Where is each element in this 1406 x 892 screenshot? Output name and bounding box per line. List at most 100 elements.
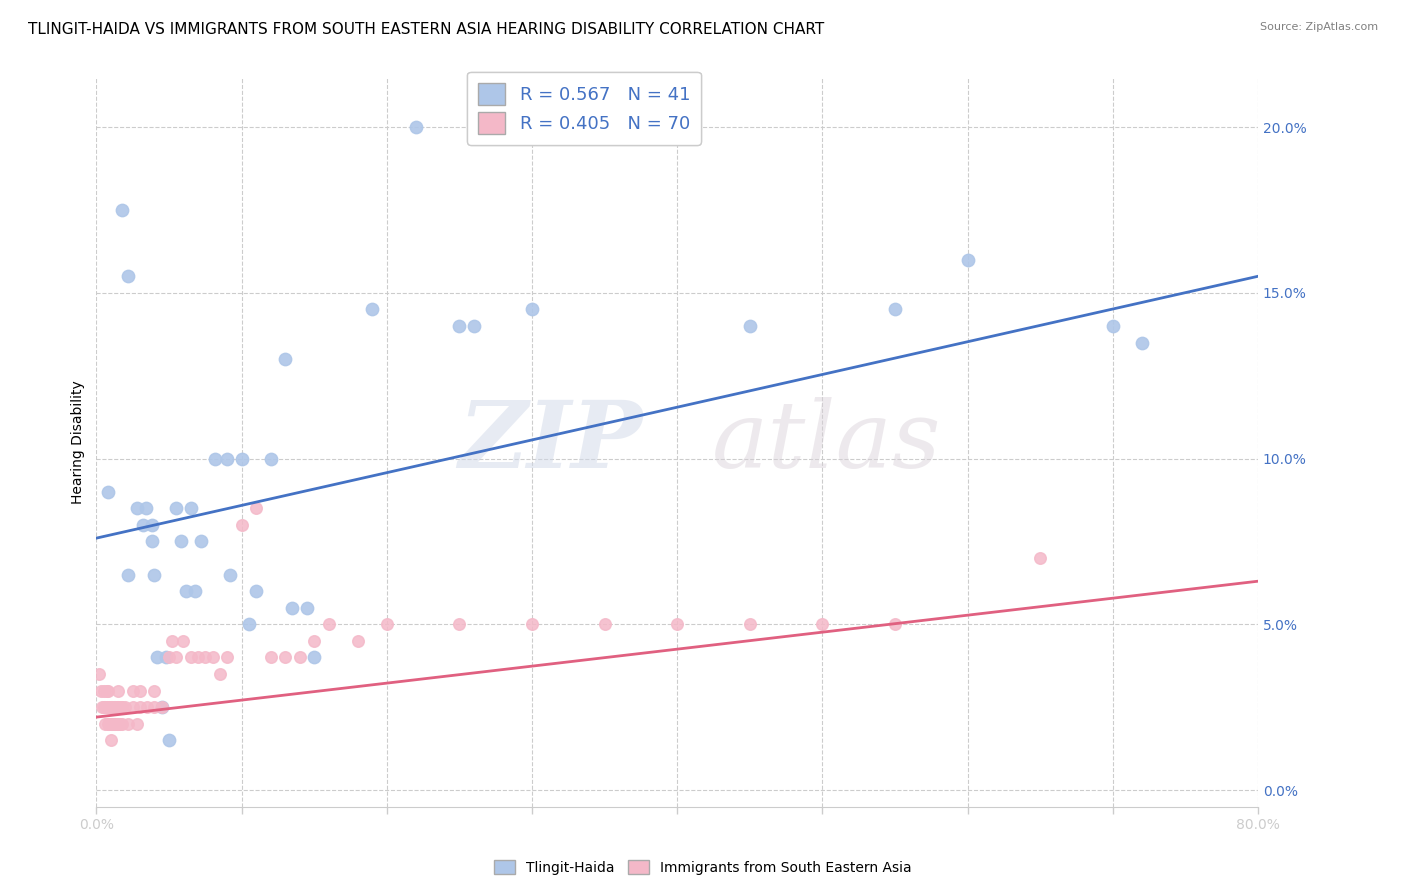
Point [155, 650, 177, 665]
Point [184, 584, 207, 599]
Point [219, 567, 242, 582]
Point [245, 501, 267, 516]
Point [125, 501, 148, 516]
Point [98, 716, 121, 731]
Point [176, 584, 198, 599]
Point [520, 617, 543, 632]
Point [143, 567, 166, 582]
Point [520, 302, 543, 317]
Point [187, 650, 209, 665]
Point [157, 733, 180, 747]
Point [101, 716, 124, 731]
Y-axis label: Hearing Disability: Hearing Disability [72, 380, 86, 504]
Point [738, 617, 761, 632]
Point [107, 700, 129, 714]
Legend: R = 0.567   N = 41, R = 0.405   N = 70: R = 0.567 N = 41, R = 0.405 N = 70 [467, 72, 702, 145]
Point [105, 700, 128, 714]
Point [97, 484, 120, 499]
Point [100, 733, 122, 747]
Point [215, 451, 238, 466]
Point [132, 517, 155, 532]
Point [883, 302, 905, 317]
Point [883, 617, 905, 632]
Point [129, 700, 152, 714]
Point [98, 700, 121, 714]
Point [666, 617, 689, 632]
Point [449, 617, 471, 632]
Point [1029, 551, 1052, 566]
Point [274, 650, 297, 665]
Point [169, 534, 191, 549]
Point [274, 352, 297, 367]
Point [89, 667, 111, 681]
Legend: Tlingit-Haida, Immigrants from South Eastern Asia: Tlingit-Haida, Immigrants from South Eas… [488, 855, 918, 880]
Point [103, 716, 125, 731]
Point [281, 600, 304, 615]
Point [91, 700, 114, 714]
Point [93, 683, 115, 698]
Point [111, 700, 134, 714]
Point [141, 517, 163, 532]
Point [375, 617, 398, 632]
Point [172, 633, 194, 648]
Point [245, 584, 267, 599]
Point [94, 716, 117, 731]
Point [97, 716, 120, 731]
Point [361, 302, 384, 317]
Point [136, 700, 159, 714]
Point [146, 650, 169, 665]
Point [107, 716, 129, 731]
Point [96, 700, 118, 714]
Point [97, 683, 120, 698]
Point [150, 700, 173, 714]
Point [108, 716, 131, 731]
Point [90, 683, 112, 698]
Text: TLINGIT-HAIDA VS IMMIGRANTS FROM SOUTH EASTERN ASIA HEARING DISABILITY CORRELATI: TLINGIT-HAIDA VS IMMIGRANTS FROM SOUTH E… [28, 22, 824, 37]
Point [1130, 335, 1153, 350]
Point [302, 633, 325, 648]
Point [288, 650, 311, 665]
Point [111, 202, 134, 217]
Point [231, 451, 253, 466]
Point [593, 617, 616, 632]
Point [318, 617, 340, 632]
Point [96, 683, 118, 698]
Point [110, 700, 132, 714]
Point [143, 683, 166, 698]
Point [117, 269, 139, 284]
Point [165, 501, 187, 516]
Point [259, 650, 281, 665]
Point [141, 534, 163, 549]
Point [105, 716, 128, 731]
Point [104, 716, 127, 731]
Point [129, 683, 152, 698]
Point [180, 650, 202, 665]
Point [449, 318, 471, 333]
Point [117, 716, 139, 731]
Point [811, 617, 834, 632]
Point [143, 700, 166, 714]
Point [117, 567, 139, 582]
Point [125, 716, 148, 731]
Point [165, 650, 187, 665]
Point [238, 617, 260, 632]
Point [111, 716, 134, 731]
Text: ZIP: ZIP [458, 397, 643, 487]
Text: Source: ZipAtlas.com: Source: ZipAtlas.com [1260, 22, 1378, 32]
Point [259, 451, 281, 466]
Point [295, 600, 318, 615]
Point [231, 517, 253, 532]
Point [302, 650, 325, 665]
Point [194, 650, 217, 665]
Point [100, 716, 122, 731]
Point [121, 700, 143, 714]
Point [738, 318, 761, 333]
Point [135, 501, 157, 516]
Point [215, 650, 238, 665]
Point [1101, 318, 1123, 333]
Point [160, 633, 183, 648]
Point [150, 700, 173, 714]
Point [93, 700, 115, 714]
Point [114, 700, 136, 714]
Point [201, 650, 224, 665]
